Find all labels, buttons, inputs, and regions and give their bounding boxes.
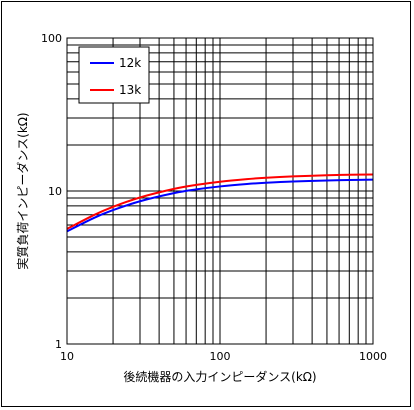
legend: 12k 13k — [78, 46, 150, 104]
x-tick-label: 10 — [60, 350, 74, 363]
series-lines — [66, 173, 374, 233]
legend-box — [78, 46, 150, 104]
y-axis-label: 実質負荷インピーダンス(kΩ) — [15, 112, 30, 269]
legend-label-12k: 12k — [119, 56, 141, 70]
x-tick-labels: 10 100 1000 — [60, 350, 387, 363]
y-tick-label: 10 — [48, 185, 62, 198]
y-tick-label: 1 — [55, 338, 62, 351]
plot-border — [66, 37, 374, 345]
x-tick-label: 1000 — [359, 350, 387, 363]
x-axis-label: 後続機器の入力インピーダンス(kΩ) — [123, 369, 316, 384]
y-tick-label: 100 — [41, 32, 62, 45]
y-tick-labels: 1 10 100 — [41, 32, 62, 351]
series-line-13k — [66, 173, 374, 230]
series-line-12k — [66, 178, 374, 233]
legend-label-13k: 13k — [119, 83, 141, 97]
x-tick-label: 100 — [210, 350, 231, 363]
